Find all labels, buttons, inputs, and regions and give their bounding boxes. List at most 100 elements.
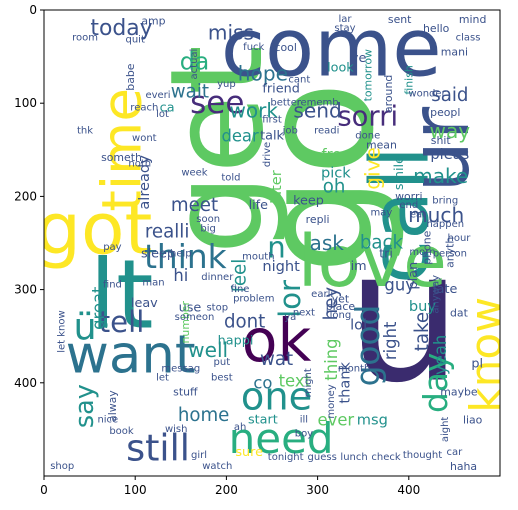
word-dont: dont bbox=[224, 312, 265, 333]
word-home: home bbox=[178, 405, 230, 426]
word-ah: ah bbox=[234, 422, 246, 433]
word-buy: buy bbox=[409, 298, 437, 315]
word-alway: alway bbox=[106, 390, 119, 422]
word-night: night bbox=[262, 258, 300, 275]
word-see: see bbox=[190, 85, 244, 121]
word-soon: soon bbox=[196, 214, 220, 225]
x-tick-label: 400 bbox=[397, 483, 420, 497]
word-back: back bbox=[360, 233, 404, 254]
word-got: got bbox=[36, 188, 153, 271]
word-put: put bbox=[214, 357, 231, 368]
word-lar: lar bbox=[338, 14, 352, 25]
word-plan: plan bbox=[406, 262, 421, 290]
word-wont: wont bbox=[132, 133, 157, 144]
word-around: around bbox=[382, 75, 395, 113]
word-send: send bbox=[293, 99, 341, 123]
word-class: class bbox=[456, 32, 481, 43]
word-mind: mind bbox=[459, 13, 486, 26]
word-check: check bbox=[371, 452, 400, 463]
word-life: life bbox=[249, 198, 269, 213]
y-tick-label: 200 bbox=[14, 189, 37, 203]
word-watch: watch bbox=[202, 461, 232, 472]
word-pay: pay bbox=[103, 242, 121, 253]
word-want: want bbox=[66, 324, 196, 385]
word-happen: happen bbox=[426, 219, 464, 230]
word-stuff: stuff bbox=[173, 386, 198, 399]
word-pl: pl bbox=[471, 357, 483, 372]
word-thank: thank bbox=[336, 361, 353, 403]
word-already: already bbox=[136, 155, 153, 210]
word-lt: lt bbox=[89, 238, 153, 350]
word-yup: yup bbox=[217, 79, 236, 90]
x-tick-label: 0 bbox=[40, 483, 48, 497]
word-pleas: pleas bbox=[430, 146, 469, 163]
word-much: much bbox=[408, 203, 464, 227]
word-sorri: sorri bbox=[337, 102, 398, 133]
word-someon: someon bbox=[175, 312, 215, 323]
word-stay: stay bbox=[334, 23, 355, 34]
word-get: get bbox=[143, 45, 292, 255]
word-drive: drive bbox=[262, 142, 273, 167]
word-tomorrow: tomorrow bbox=[361, 49, 374, 101]
word-guess: guess bbox=[308, 452, 337, 463]
word-hello: hello bbox=[423, 22, 450, 35]
word-late: late bbox=[433, 282, 457, 297]
word-way: way bbox=[430, 119, 471, 143]
word-later: later bbox=[268, 170, 285, 204]
word-thought: thought bbox=[403, 450, 442, 461]
word-leav: leav bbox=[131, 296, 158, 311]
y-tick-label: 100 bbox=[14, 96, 37, 110]
word-sure: sure bbox=[235, 445, 263, 460]
word-n: n bbox=[267, 231, 286, 265]
word-im: im bbox=[351, 259, 367, 274]
word-let-know: let know bbox=[57, 310, 68, 352]
word-ur: ur bbox=[393, 107, 488, 193]
word-month: month bbox=[338, 363, 370, 374]
word-keep: keep bbox=[293, 194, 324, 209]
word-ask: ask bbox=[310, 231, 345, 255]
word-ü: ü bbox=[73, 305, 96, 348]
word-yet: yet bbox=[332, 292, 350, 305]
word-room: room bbox=[72, 32, 98, 43]
word-day: day bbox=[417, 353, 455, 413]
word-morn: morn bbox=[409, 247, 435, 258]
word-problem: problem bbox=[233, 293, 274, 304]
word-lol: lol bbox=[350, 317, 367, 334]
word-today: today bbox=[90, 16, 152, 41]
word-mani: mani bbox=[441, 45, 468, 58]
word-help: help bbox=[170, 249, 192, 260]
word-need: need bbox=[229, 414, 334, 463]
word-free: free bbox=[321, 146, 350, 163]
word-love: love bbox=[298, 220, 447, 303]
word-look: look bbox=[327, 60, 354, 75]
word-miss: miss bbox=[208, 20, 254, 44]
word-car: car bbox=[447, 447, 464, 458]
word-said: said bbox=[431, 85, 468, 106]
word-done: done bbox=[355, 130, 380, 141]
word-u: u bbox=[346, 212, 462, 424]
word-hope: hope bbox=[238, 61, 288, 85]
word-everi: everi bbox=[145, 90, 170, 101]
word-friend: friend bbox=[262, 82, 299, 97]
word-oh: oh bbox=[323, 177, 346, 198]
word-smile: smile bbox=[392, 156, 407, 190]
word-lunch: lunch bbox=[340, 452, 367, 463]
word-co: co bbox=[253, 373, 272, 392]
word-call: call bbox=[353, 146, 447, 284]
word-liao: liao bbox=[463, 414, 483, 427]
word-mean: mean bbox=[366, 139, 397, 152]
word-quit: quit bbox=[126, 34, 145, 45]
word-big: big bbox=[200, 224, 215, 235]
word-first: first bbox=[262, 114, 282, 125]
plot-frame bbox=[43, 9, 501, 477]
word-sleep: sleep bbox=[141, 247, 175, 262]
word-maybe: maybe bbox=[440, 386, 478, 399]
word-haha: haha bbox=[450, 460, 477, 473]
word-aight: aight bbox=[440, 417, 451, 443]
word-great: great bbox=[89, 286, 108, 330]
word-hour: hour bbox=[448, 233, 472, 244]
word-book: book bbox=[109, 426, 134, 437]
word-find: find bbox=[103, 279, 122, 290]
